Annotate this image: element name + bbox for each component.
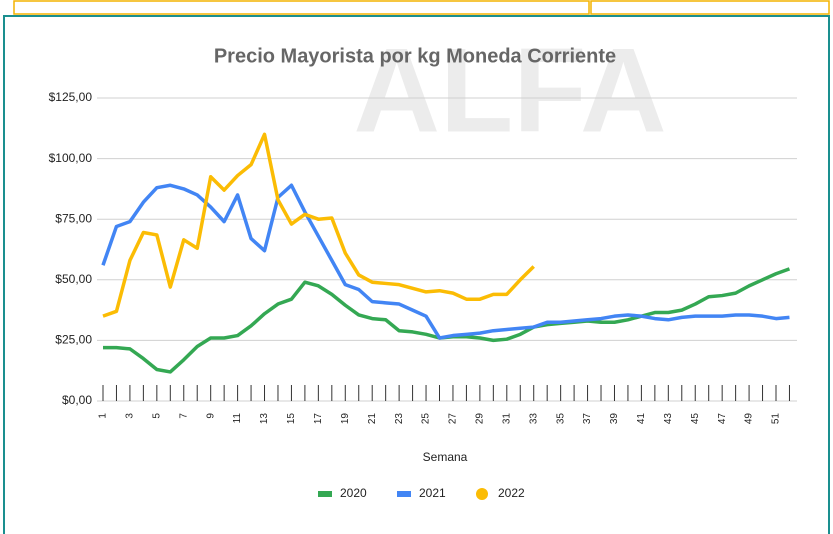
legend-swatch [318,491,332,497]
y-tick-label: $25,00 [55,333,92,347]
x-tick-label: 47 [717,413,728,425]
x-tick-label: 15 [286,413,297,425]
x-tick-label: 35 [555,413,566,425]
top-box [13,0,590,15]
x-tick-label: 21 [367,413,378,425]
x-axis-title: Semana [423,450,468,464]
x-tick-label: 19 [340,413,351,425]
x-tick-label: 51 [771,413,782,425]
x-tick-label: 23 [394,413,405,425]
x-tick-label: 1 [98,413,109,419]
watermark: ALFA [353,24,666,158]
x-tick-label: 13 [259,413,270,425]
x-tick-label: 17 [313,413,324,425]
y-tick-label: $100,00 [49,151,93,165]
chart-frame [3,15,830,534]
x-tick-label: 39 [609,413,620,425]
chart-title: Precio Mayorista por kg Moneda Corriente [214,45,616,67]
x-tick-label: 45 [690,413,701,425]
x-tick-label: 43 [663,413,674,425]
x-tick-label: 11 [232,413,243,424]
x-tick-label: 25 [421,413,432,425]
x-tick-label: 29 [475,413,486,425]
legend-label: 2021 [419,486,446,500]
x-tick-label: 5 [151,413,162,419]
x-tick-label: 27 [448,413,459,425]
x-tick-label: 33 [528,413,539,425]
x-tick-label: 31 [501,413,512,425]
x-tick-label: 7 [178,413,189,419]
y-tick-label: $125,00 [49,90,93,104]
line-series [102,132,535,318]
legend-swatch [397,491,411,497]
x-tick-label: 3 [125,413,136,419]
x-tick-label: 9 [205,413,216,419]
x-tick-label: 37 [582,413,593,425]
legend-label: 2022 [498,486,525,500]
y-tick-label: $0,00 [62,393,92,407]
line-series [101,183,790,340]
x-tick-label: 49 [744,413,755,425]
y-tick-label: $50,00 [55,272,92,286]
legend-swatch [476,488,488,500]
x-tick-label: 41 [636,413,647,425]
top-box [590,0,830,15]
y-tick-label: $75,00 [55,211,92,225]
legend-label: 2020 [340,486,367,500]
